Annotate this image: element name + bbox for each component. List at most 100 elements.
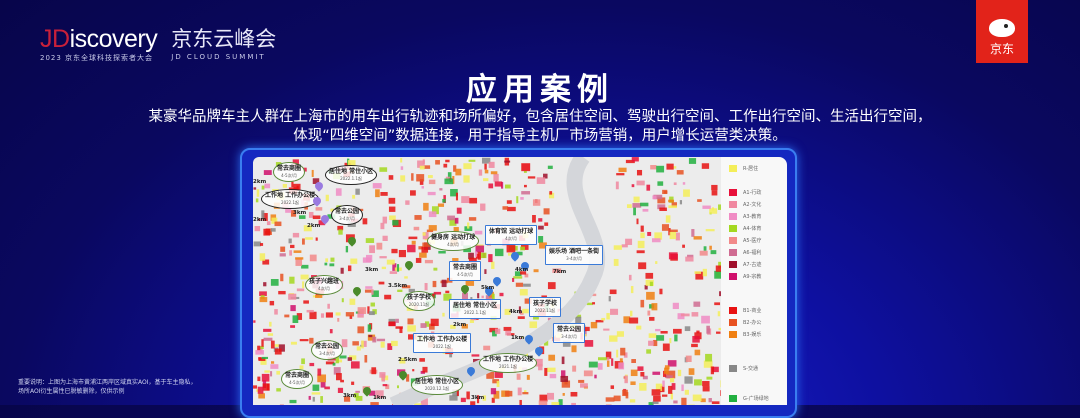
aoi-patch [276,388,281,391]
legend-item: A5-医疗 [729,237,761,244]
aoi-patch [312,392,321,394]
distance-label: 3km [365,267,378,273]
aoi-patch [350,299,356,305]
aoi-patch [493,174,498,182]
aoi-patch [456,193,458,201]
aoi-patch [483,178,488,181]
aoi-patch [326,195,329,201]
aoi-patch [623,316,630,323]
aoi-patch [366,255,372,262]
aoi-patch [457,208,462,214]
aoi-patch [264,370,269,372]
aoi-patch [620,358,623,363]
aoi-patch [263,282,266,286]
aoi-patch [455,218,459,224]
aoi-patch [662,395,667,397]
callout-title: 居住地 常住小区 [415,378,459,385]
aoi-patch [659,289,662,295]
legend-label: A9-宗教 [743,273,761,280]
aoi-patch [538,226,544,230]
aoi-patch [425,283,428,290]
aoi-patch [352,195,355,199]
legend-swatch [729,249,737,256]
legend-item: B2-办公 [729,319,761,326]
aoi-patch [640,372,644,376]
aoi-patch [674,335,677,342]
aoi-patch [544,222,548,225]
aoi-patch [691,344,698,347]
aoi-patch [578,380,584,383]
aoi-patch [504,327,512,331]
aoi-patch [301,265,308,269]
aoi-patch [548,282,556,289]
legend-item: B1-商业 [729,307,761,314]
aoi-patch [682,245,685,248]
distance-label: 2km [253,217,266,223]
distance-label: 1km [511,335,524,341]
aoi-patch [271,228,276,232]
aoi-patch [369,245,375,253]
aoi-patch [629,275,632,280]
aoi-patch [632,157,639,161]
aoi-patch [477,293,479,298]
aoi-patch [470,401,475,405]
aoi-patch [495,329,500,334]
aoi-patch [305,237,313,240]
aoi-patch [258,387,264,394]
aoi-patch [673,329,682,334]
callout-title: 娱乐场 酒吧一条街 [549,248,599,255]
aoi-patch [270,371,272,376]
aoi-patch [499,293,503,296]
aoi-patch [643,209,649,212]
aoi-patch [336,373,342,380]
aoi-patch [656,335,664,341]
legend-swatch [729,331,737,338]
aoi-patch [620,348,625,356]
aoi-patch [584,370,593,376]
aoi-patch [293,315,299,323]
aoi-patch [337,318,339,322]
aoi-patch [712,190,718,195]
legend-item: A6-福利 [729,249,761,256]
legend-swatch [729,319,737,326]
aoi-patch [380,192,387,196]
aoi-patch [422,186,424,188]
aoi-patch [351,361,360,368]
aoi-patch [428,175,433,178]
aoi-patch [673,166,676,168]
aoi-patch [442,313,444,317]
aoi-patch [616,173,624,175]
aoi-patch [521,163,530,171]
legend-item: S-交通 [729,365,758,372]
aoi-patch [342,298,344,302]
aoi-patch [663,344,670,351]
aoi-patch [632,184,635,187]
aoi-patch [636,326,641,330]
aoi-patch [714,271,721,279]
aoi-patch [619,168,627,172]
description-line: 某豪华品牌车主人群在上海市的用车出行轨迹和场所偏好，包含居住空间、驾驶出行空间、… [0,108,1080,127]
aoi-patch [694,236,702,239]
aoi-patch [491,262,494,269]
aoi-patch [365,286,372,289]
aoi-patch [652,389,661,395]
callout-title: 体育馆 运动打球 [489,228,533,235]
aoi-patch [700,251,708,256]
callout-title: 居住地 常住小区 [329,168,373,175]
aoi-patch [309,338,313,344]
aoi-patch [267,221,271,225]
aoi-patch [670,378,674,382]
aoi-patch [271,361,274,364]
aoi-patch [548,166,553,169]
aoi-patch [652,402,658,404]
aoi-patch [518,316,525,319]
aoi-patch [315,295,322,298]
aoi-patch [659,208,667,211]
aoi-patch [624,376,627,384]
aoi-patch [652,372,660,375]
aoi-patch [262,357,268,359]
aoi-patch [289,239,292,244]
